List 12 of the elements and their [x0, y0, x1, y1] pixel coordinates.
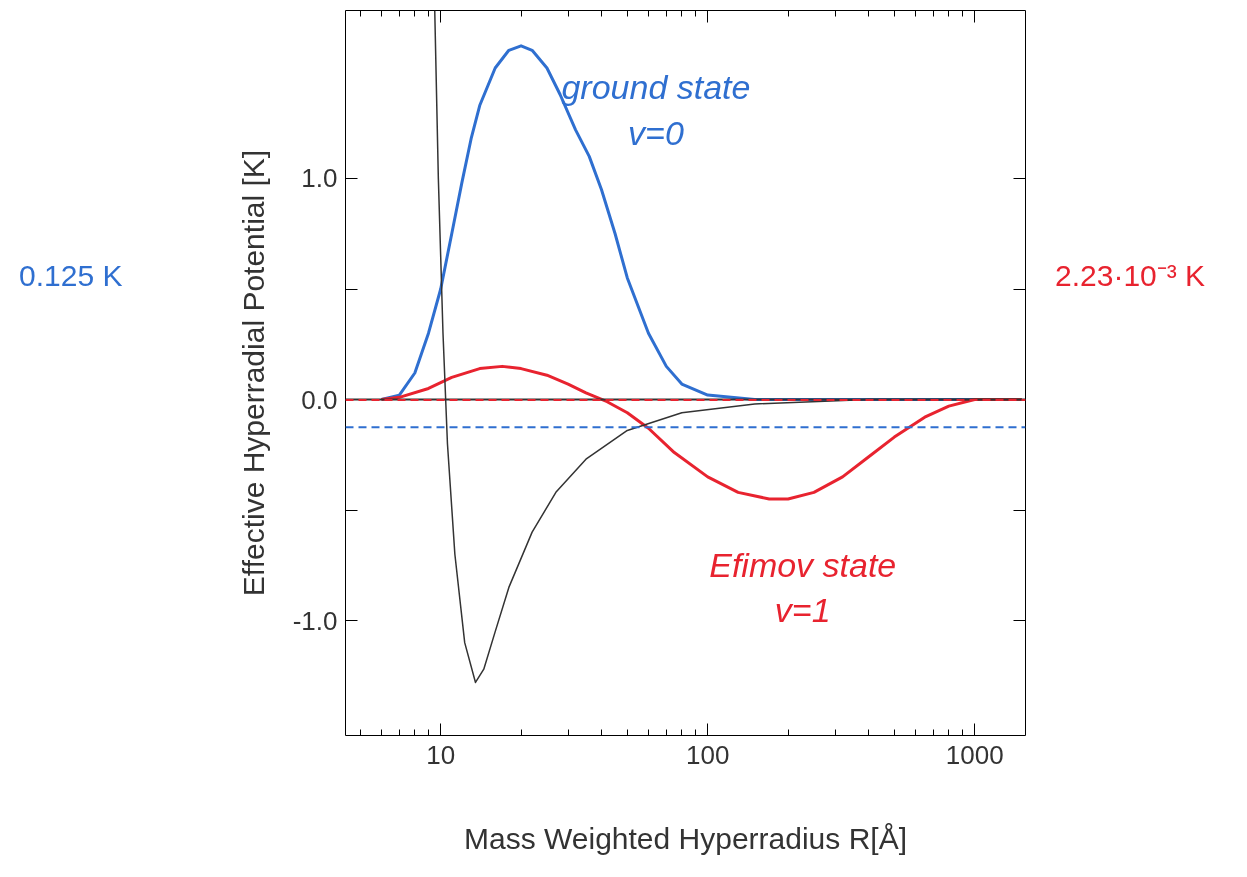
text: 2.23·10⁻³ K — [1055, 258, 1206, 294]
series-label: ground state v=0 — [561, 68, 751, 152]
x-tick-label: 100 — [686, 739, 730, 770]
text: 0.125 K — [19, 258, 123, 294]
y-axis-title: Effective Hyperradial Potential [K] — [236, 149, 270, 597]
y-tick-label: 0.0 — [301, 384, 338, 415]
y-tick-label: -1.0 — [292, 605, 338, 636]
x-tick-label: 10 — [426, 739, 456, 770]
series-label: Efimov state v=1 — [709, 545, 897, 630]
x-tick-label: 1000 — [945, 739, 1004, 770]
y-tick-label: 1.0 — [301, 163, 338, 194]
x-axis-title: Mass Weighted Hyperradius R[Å] — [464, 821, 907, 855]
